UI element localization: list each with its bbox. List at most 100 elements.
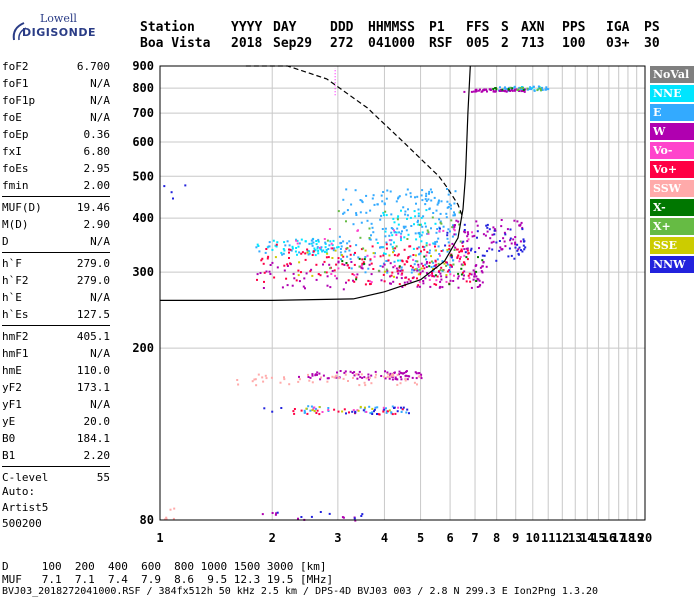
data-point: [353, 371, 356, 374]
param-key: h`F: [2, 257, 22, 270]
y-tick-label: 700: [132, 106, 154, 120]
data-point: [499, 246, 502, 249]
data-point: [269, 264, 272, 266]
data-point: [423, 246, 426, 248]
data-point: [322, 374, 325, 377]
data-point: [279, 381, 282, 384]
data-point: [316, 373, 318, 376]
data-point: [322, 249, 325, 252]
data-point: [316, 409, 319, 412]
data-point: [403, 226, 406, 229]
data-point: [467, 274, 470, 277]
logo-lowell: Lowell: [40, 12, 77, 25]
data-point: [353, 280, 356, 283]
data-point: [390, 231, 393, 234]
data-point: [388, 234, 391, 237]
data-point: [375, 373, 377, 376]
data-point: [298, 242, 301, 245]
x-tick-label: 7: [471, 531, 478, 545]
data-point: [395, 233, 398, 236]
data-point: [430, 255, 432, 258]
param-value: 6.700: [76, 60, 110, 73]
x-tick-label: 10: [526, 531, 540, 545]
data-point: [311, 238, 314, 241]
data-point: [436, 275, 439, 278]
data-point: [172, 517, 175, 520]
data-point: [435, 279, 438, 282]
data-point: [453, 233, 456, 236]
data-point: [275, 512, 278, 515]
data-point: [520, 249, 522, 252]
data-point: [526, 87, 529, 90]
data-point: [300, 516, 303, 518]
data-point: [323, 250, 326, 253]
data-point: [274, 256, 277, 259]
data-point: [397, 253, 400, 256]
data-point: [384, 370, 386, 373]
data-point: [500, 89, 503, 92]
data-point: [399, 235, 402, 238]
data-point: [271, 248, 274, 251]
x-tick-label: 18: [621, 531, 635, 545]
data-point: [251, 380, 254, 383]
data-point: [425, 266, 428, 268]
data-point: [461, 245, 464, 248]
data-point: [539, 87, 542, 90]
data-point: [360, 199, 363, 202]
data-point: [414, 371, 417, 374]
data-point: [420, 377, 423, 380]
data-point: [319, 246, 321, 249]
data-point: [386, 271, 389, 274]
data-point: [436, 258, 439, 261]
data-point: [361, 201, 364, 204]
data-point: [327, 407, 330, 409]
data-point: [298, 378, 301, 381]
param-key: yE: [2, 415, 16, 428]
data-point: [459, 256, 462, 258]
data-point: [407, 278, 410, 281]
data-point: [466, 258, 469, 261]
data-point: [312, 250, 315, 253]
param-value: 55: [96, 471, 110, 484]
data-point: [342, 212, 345, 215]
data-point: [372, 194, 375, 197]
data-point: [456, 277, 459, 280]
data-point: [339, 370, 342, 372]
data-point: [368, 237, 371, 239]
data-point: [406, 238, 409, 240]
data-point: [382, 273, 385, 276]
data-point: [446, 250, 449, 253]
data-point: [430, 260, 433, 263]
data-point: [360, 221, 363, 224]
data-point: [315, 412, 318, 414]
data-point: [450, 256, 453, 259]
data-point: [367, 279, 370, 282]
data-point: [362, 261, 365, 264]
data-point: [391, 271, 394, 274]
data-point: [281, 253, 284, 256]
data-point: [486, 226, 489, 229]
data-point: [331, 247, 334, 250]
data-point: [400, 406, 402, 409]
data-point: [383, 202, 386, 205]
data-point: [420, 216, 423, 219]
data-point: [454, 233, 457, 236]
data-point: [398, 195, 401, 198]
data-point: [255, 384, 258, 387]
data-point: [371, 413, 374, 415]
data-point: [486, 90, 488, 93]
data-point: [308, 252, 311, 255]
data-point: [300, 238, 303, 241]
data-point: [432, 269, 435, 272]
data-point: [417, 265, 420, 268]
data-point: [449, 273, 452, 276]
data-point: [463, 254, 466, 257]
curve-profile-upper: [245, 65, 464, 219]
data-point: [391, 405, 394, 408]
data-point: [423, 267, 426, 270]
data-point: [363, 381, 366, 384]
data-point: [398, 266, 401, 269]
data-point: [391, 234, 394, 237]
data-point: [184, 184, 187, 187]
